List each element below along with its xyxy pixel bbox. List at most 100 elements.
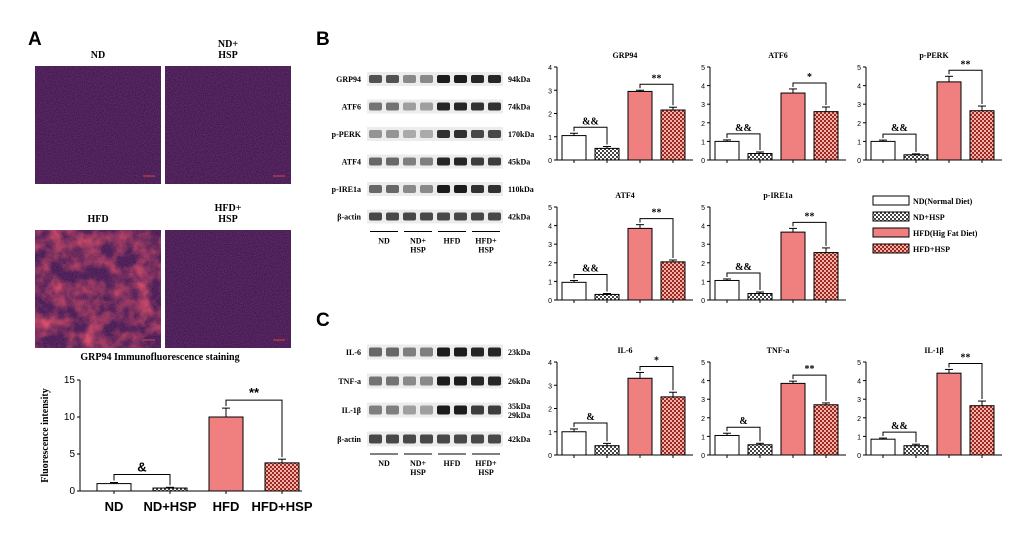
- panel-label-b: B: [316, 29, 330, 50]
- blot-size-label: 29kDa: [508, 411, 530, 420]
- if-image: [165, 230, 291, 348]
- significance-marker: &&: [582, 116, 599, 127]
- legend: ND(Normal Diet) ND+HSP HFD(Hig Fat Diet) HF…: [872, 195, 978, 254]
- y-tick-label: 1: [857, 139, 861, 146]
- fluorescence-chart: 0 5 10 15 ND ND+HSP HFD HFD+HSP & ** Fluorescence …: [40, 375, 313, 514]
- blot-size-label: 35kDa: [508, 402, 530, 411]
- bar-hfd: [627, 90, 653, 161]
- blot-strip: [367, 182, 503, 196]
- blot-group-label: HFD: [444, 459, 461, 468]
- blot-band: [471, 157, 484, 166]
- blot-band: [437, 376, 450, 386]
- significance-bracket: [792, 82, 827, 105]
- y-tick-label: 0: [857, 453, 861, 460]
- blot-band: [471, 347, 484, 357]
- blot-band: [420, 130, 433, 138]
- blot-band: [369, 405, 382, 415]
- blot-band: [369, 102, 382, 111]
- blot-band: [488, 157, 501, 166]
- blot-band: [386, 347, 399, 357]
- y-tick-label: 4: [701, 379, 705, 386]
- if-image: [35, 66, 161, 184]
- blot-band: [488, 75, 501, 83]
- x-tick-label: HFD: [213, 499, 240, 514]
- y-tick-label: 0: [701, 298, 705, 305]
- legend-label: ND(Normal Diet): [913, 197, 973, 206]
- significance-bracket: [948, 362, 983, 400]
- y-tick-label: 2: [548, 407, 552, 414]
- blot-band: [420, 75, 433, 83]
- y-tick-label: 5: [701, 65, 705, 72]
- y-tick-label: 3: [857, 397, 861, 404]
- y-tick-label: 3: [548, 242, 552, 249]
- bar-hfd: [780, 92, 806, 161]
- blot-band: [437, 102, 450, 111]
- blot-band: [403, 185, 416, 193]
- y-tick-label: 2: [548, 261, 552, 268]
- significance-bracket: [948, 69, 983, 105]
- bar-hfd-plus-hsp: [813, 404, 839, 456]
- if-image: [35, 230, 161, 348]
- legend-swatch: [872, 243, 910, 254]
- if-image: [165, 66, 291, 184]
- blot-band: [437, 75, 450, 83]
- blot-band: [454, 347, 467, 357]
- significance-marker: &&: [582, 263, 599, 274]
- if-image-label: ND+: [218, 39, 238, 50]
- blot-protein-label: ATF4: [342, 158, 361, 167]
- significance-bracket: [792, 374, 827, 401]
- bar-hfd: [936, 81, 962, 161]
- blot-size-label: 74kDa: [508, 103, 530, 112]
- blot-strip: [367, 402, 503, 418]
- significance-marker: **: [805, 211, 815, 222]
- significance-marker: &: [586, 412, 594, 423]
- significance-marker: &&: [735, 262, 752, 273]
- blot-band: [488, 102, 501, 111]
- significance-bracket: [573, 273, 608, 292]
- blot-size-label: 170kDa: [508, 130, 534, 139]
- blot-band: [420, 347, 433, 357]
- bar-nd: [96, 483, 132, 492]
- blot-band: [403, 376, 416, 386]
- blot-group-label: HFD+: [475, 237, 497, 246]
- y-tick-label: 1: [857, 434, 861, 441]
- legend-label: HFD+HSP: [913, 245, 950, 254]
- blot-band: [471, 376, 484, 386]
- blot-strip: [367, 373, 503, 389]
- significance-bracket: [726, 426, 761, 442]
- blot-band: [488, 347, 501, 357]
- blot-band: [420, 434, 433, 444]
- x-tick-label: ND: [105, 499, 124, 514]
- blot-group-label: HFD+: [475, 459, 497, 468]
- significance-marker: &&: [891, 421, 908, 432]
- y-tick-label: 5: [548, 205, 552, 212]
- blot-group-label: HSP: [410, 246, 426, 255]
- blot-band: [471, 102, 484, 111]
- pperk-chart: 0 1 2 3 4 5 && ** p-PERK: [857, 51, 1002, 165]
- if-image-label: HSP: [218, 50, 237, 61]
- pire1a-chart: 0 1 2 3 4 5 && ** p-IRE1a: [701, 191, 846, 305]
- significance-marker: **: [652, 208, 662, 219]
- bar-nd-plus-hsp: [747, 444, 773, 456]
- y-tick-label: 1: [701, 279, 705, 286]
- significance-bracket: [792, 221, 827, 246]
- blot-band: [403, 102, 416, 111]
- blot-band: [454, 376, 467, 386]
- y-tick-label: 15: [64, 375, 76, 386]
- y-tick-label: 0: [69, 486, 75, 497]
- bar-nd-plus-hsp: [747, 152, 773, 161]
- blot-band: [471, 75, 484, 83]
- panel-label-c: C: [316, 310, 330, 331]
- bar-hfd: [208, 416, 244, 492]
- blot-band: [437, 130, 450, 138]
- significance-bracket: [726, 272, 761, 291]
- chart-title: TNF-a: [767, 346, 790, 355]
- blot-band: [386, 102, 399, 111]
- blot-protein-label: IL-1β: [342, 406, 361, 415]
- bar-nd: [714, 434, 740, 456]
- blot-size-label: 110kDa: [508, 185, 534, 194]
- y-tick-label: 1: [548, 135, 552, 142]
- significance-marker: &&: [735, 123, 752, 134]
- blot-band: [403, 347, 416, 357]
- blot-band: [488, 185, 501, 193]
